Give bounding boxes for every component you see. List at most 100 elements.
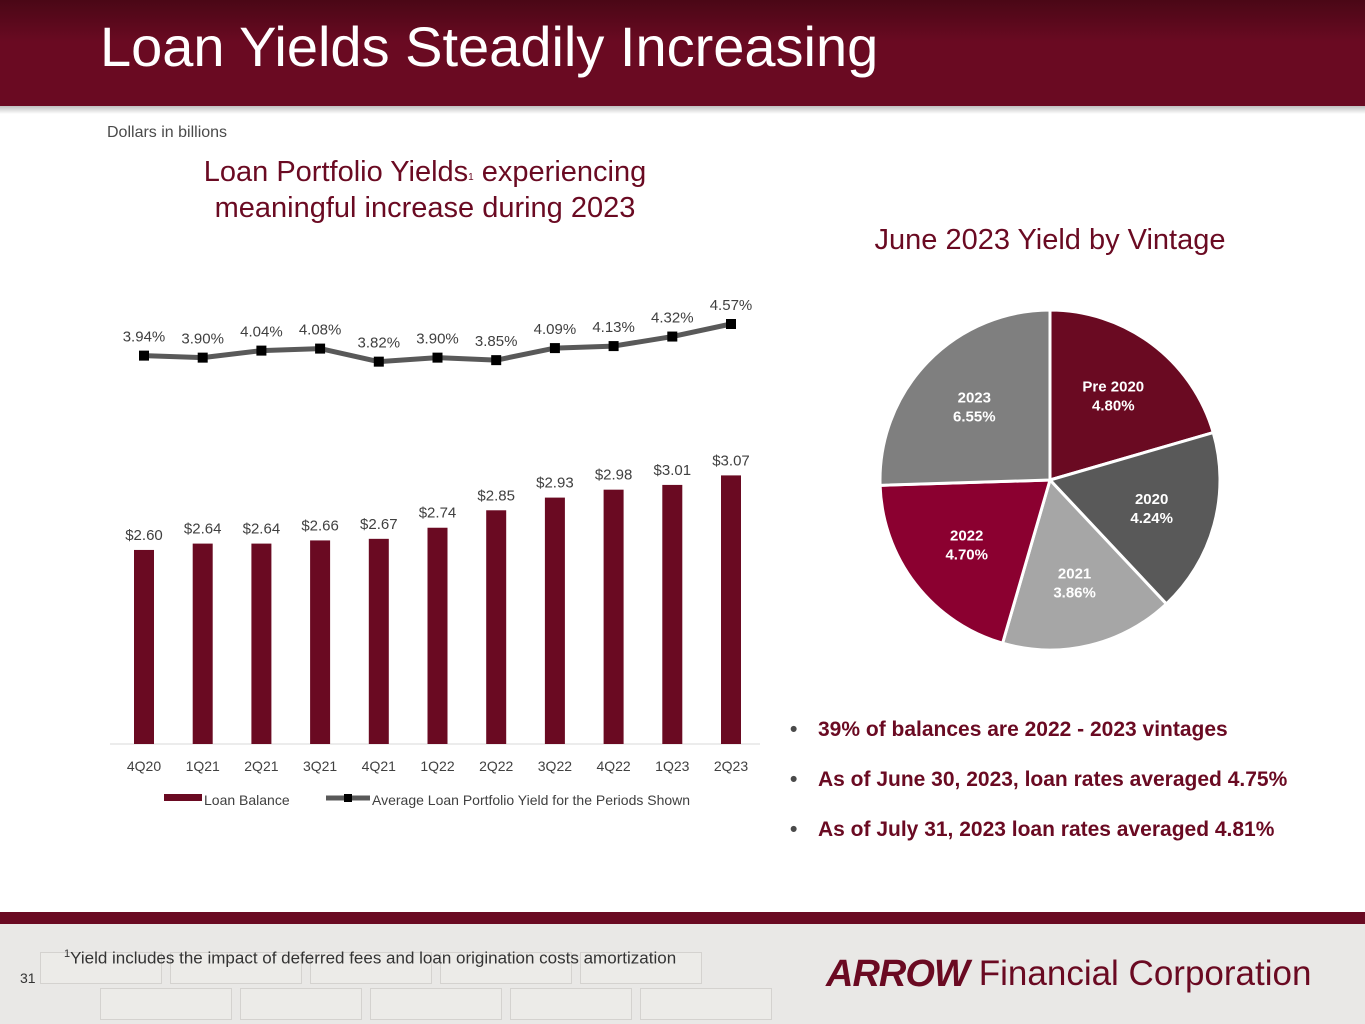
units-note: Dollars in billions bbox=[107, 124, 228, 141]
x-tick-label: 4Q21 bbox=[362, 758, 396, 774]
bar-value-label: $2.66 bbox=[301, 517, 339, 534]
pie-slice-value: 6.55% bbox=[953, 409, 996, 426]
brick-texture bbox=[240, 988, 362, 1020]
bar-value-label: $2.98 bbox=[595, 467, 633, 484]
brick-texture bbox=[640, 988, 772, 1020]
key-point: As of July 31, 2023 loan rates averaged … bbox=[790, 818, 1350, 868]
pie-chart-title: June 2023 Yield by Vintage bbox=[874, 224, 1226, 256]
bar-value-label: $2.64 bbox=[243, 521, 281, 538]
brick-texture bbox=[370, 988, 502, 1020]
bar-chart-title-part2: experiencing bbox=[473, 156, 647, 188]
key-points-list: 39% of balances are 2022 - 2023 vintages… bbox=[790, 718, 1350, 868]
yield-value-label: 4.04% bbox=[240, 324, 283, 341]
brick-texture bbox=[310, 952, 432, 984]
pie-slice-label: 2020 bbox=[1135, 491, 1168, 508]
bar-chart-title-line2: meaningful increase during 2023 bbox=[214, 192, 636, 224]
brick-texture bbox=[580, 952, 702, 984]
pie-slice bbox=[1048, 308, 1216, 482]
yield-marker bbox=[139, 350, 149, 361]
pie-slice-label: 2023 bbox=[958, 390, 991, 407]
legend-label-yield: Average Loan Portfolio Yield for the Per… bbox=[372, 792, 690, 808]
footnote-reference: 1 bbox=[468, 172, 474, 183]
loan-balance-bar bbox=[721, 475, 741, 744]
yield-marker bbox=[256, 345, 267, 356]
yield-value-label: 3.90% bbox=[181, 331, 224, 348]
yield-value-label: 3.90% bbox=[416, 331, 459, 348]
loan-balance-bar bbox=[544, 497, 565, 744]
yield-value-label: 4.13% bbox=[592, 319, 635, 336]
loan-balance-bar bbox=[603, 489, 624, 744]
pie-slice-value: 4.24% bbox=[1130, 510, 1173, 527]
loan-balance-bar bbox=[134, 549, 154, 744]
loan-balance-yield-chart: $2.60 4Q20 $2.64 1Q21 $2.64 2Q21 $2.66 3Q21 $2.6… bbox=[110, 297, 760, 808]
yield-marker bbox=[197, 352, 208, 363]
pie-slice bbox=[1047, 430, 1222, 607]
loan-balance-bar bbox=[192, 543, 213, 744]
brick-texture bbox=[510, 988, 632, 1020]
loan-balance-bar bbox=[427, 527, 448, 744]
yield-marker bbox=[373, 356, 384, 367]
yield-marker bbox=[549, 343, 560, 354]
brick-texture bbox=[440, 952, 572, 984]
loan-balance-bar bbox=[368, 538, 389, 744]
bar-value-label: $2.67 bbox=[360, 516, 398, 533]
yield-marker bbox=[726, 319, 736, 329]
company-logo: ARROW Financial Corporation bbox=[826, 950, 1311, 998]
bar-value-label: $3.01 bbox=[654, 462, 692, 479]
yield-marker bbox=[432, 352, 443, 363]
x-tick-label: 2Q21 bbox=[244, 758, 278, 774]
pie-slice-label: 2021 bbox=[1058, 565, 1091, 582]
yield-marker bbox=[491, 355, 502, 366]
loan-balance-bar bbox=[662, 484, 683, 744]
legend-label-loan-balance: Loan Balance bbox=[204, 792, 290, 808]
yield-by-vintage-pie: Pre 2020 4.80% 2020 4.24% 2021 3.86% 2022 4.70%… bbox=[878, 308, 1222, 652]
x-tick-label: 4Q20 bbox=[127, 758, 161, 774]
pie-slice-label: Pre 2020 bbox=[1082, 379, 1144, 396]
pie-slice bbox=[1000, 477, 1169, 652]
x-tick-label: 1Q22 bbox=[420, 758, 454, 774]
loan-balance-bar bbox=[310, 540, 331, 744]
legend-swatch-loan-balance bbox=[164, 794, 202, 801]
bar-value-label: $2.74 bbox=[419, 505, 457, 522]
bar-value-label: $2.64 bbox=[184, 521, 222, 538]
yield-marker bbox=[315, 343, 326, 354]
pie-slice bbox=[878, 478, 1053, 646]
pie-slice-value: 3.86% bbox=[1053, 584, 1096, 601]
yield-value-label: 3.94% bbox=[123, 329, 166, 346]
title-bar bbox=[0, 0, 1365, 106]
yield-marker bbox=[608, 341, 619, 352]
loan-balance-bar bbox=[486, 510, 507, 744]
x-tick-label: 2Q23 bbox=[714, 758, 748, 774]
bar-value-label: $3.07 bbox=[712, 452, 750, 469]
pie-slice-label: 2022 bbox=[950, 528, 983, 545]
pie-slice-value: 4.80% bbox=[1092, 398, 1135, 415]
brick-texture bbox=[100, 988, 232, 1020]
key-point: 39% of balances are 2022 - 2023 vintages bbox=[790, 718, 1350, 768]
bar-chart-title: Loan Portfolio Yields1 experiencing mean… bbox=[150, 154, 700, 226]
arrow-logo-mark: ARROW bbox=[826, 952, 970, 995]
yield-value-label: 4.57% bbox=[710, 297, 753, 314]
legend-swatch-yield-marker bbox=[344, 794, 352, 802]
yield-value-label: 3.85% bbox=[475, 333, 518, 350]
key-point: As of June 30, 2023, loan rates averaged… bbox=[790, 768, 1350, 818]
footnote-text: Yield includes the impact of deferred fe… bbox=[70, 948, 677, 968]
yield-value-label: 3.82% bbox=[358, 335, 401, 352]
yield-marker bbox=[667, 331, 678, 342]
footer bbox=[0, 912, 1365, 1024]
footnote-marker: 1 bbox=[64, 948, 71, 960]
bar-value-label: $2.85 bbox=[477, 487, 515, 504]
title-bar-shadow bbox=[0, 106, 1365, 114]
bar-value-label: $2.60 bbox=[125, 527, 163, 544]
yield-value-label: 4.32% bbox=[651, 310, 694, 327]
page-title: Loan Yields Steadily Increasing bbox=[100, 15, 879, 78]
pie-slice-value: 4.70% bbox=[945, 547, 988, 564]
x-tick-label: 4Q22 bbox=[596, 758, 630, 774]
yield-value-label: 4.09% bbox=[534, 321, 577, 338]
brick-texture bbox=[40, 952, 162, 984]
page-number: 31 bbox=[20, 970, 36, 986]
bar-chart-title-part1: Loan Portfolio Yields bbox=[203, 156, 469, 188]
footer-band bbox=[0, 912, 1365, 924]
loan-balance-bar bbox=[251, 543, 272, 744]
x-tick-label: 2Q22 bbox=[479, 758, 513, 774]
bar-value-label: $2.93 bbox=[536, 475, 574, 492]
